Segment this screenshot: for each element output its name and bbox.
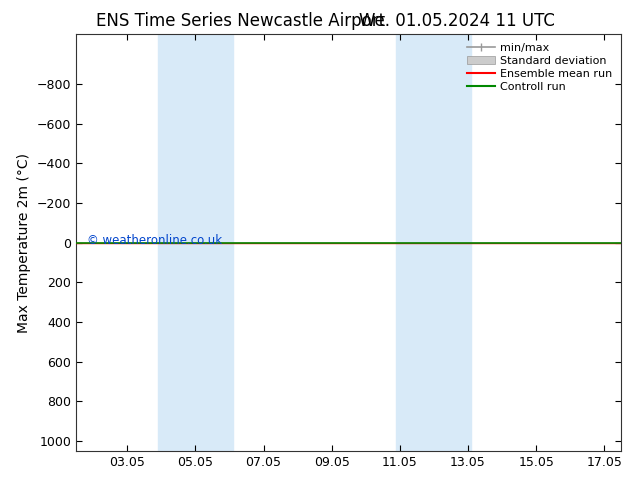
Text: ENS Time Series Newcastle Airport: ENS Time Series Newcastle Airport	[96, 12, 385, 30]
Bar	[396, 34, 471, 451]
Text: We. 01.05.2024 11 UTC: We. 01.05.2024 11 UTC	[359, 12, 554, 30]
Text: © weatheronline.co.uk: © weatheronline.co.uk	[87, 234, 222, 247]
Y-axis label: Max Temperature 2m (°C): Max Temperature 2m (°C)	[17, 152, 31, 333]
Legend: min/max, Standard deviation, Ensemble mean run, Controll run: min/max, Standard deviation, Ensemble me…	[463, 40, 616, 95]
Bar	[158, 34, 233, 451]
